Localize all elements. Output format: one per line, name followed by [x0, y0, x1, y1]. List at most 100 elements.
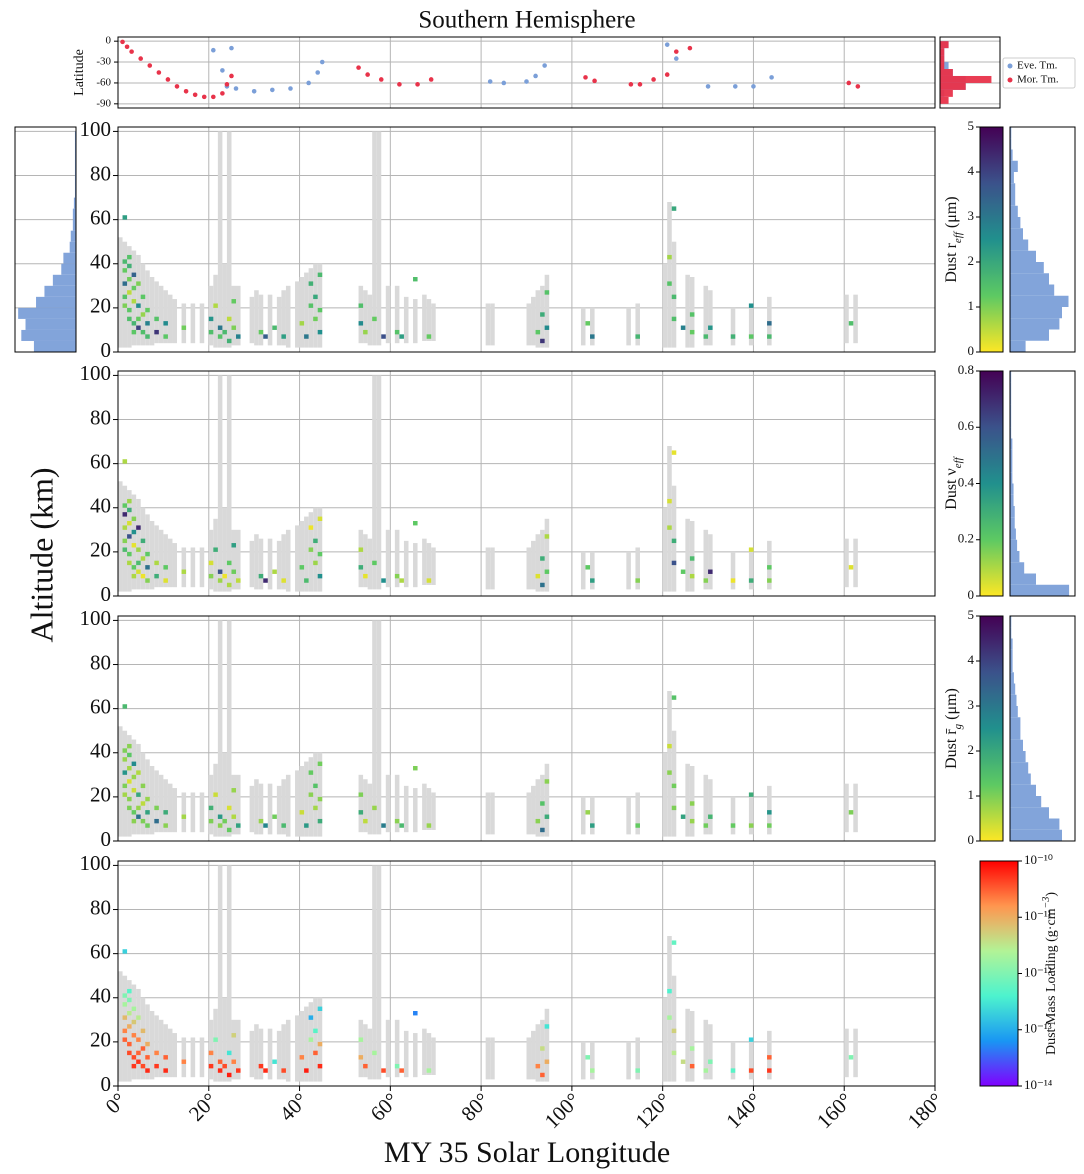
colorbar-tick-label: 2: [968, 742, 975, 757]
coverage-column: [667, 936, 672, 1082]
coverage-column: [853, 783, 858, 833]
label-part: Dust r̄: [943, 728, 960, 769]
scatter-point: [233, 86, 239, 91]
coverage-column: [222, 507, 227, 592]
coverage-column: [317, 507, 323, 592]
heatmap-cell: [317, 818, 323, 824]
coverage-column: [285, 774, 291, 837]
heatmap-cell: [317, 573, 323, 579]
coverage-column: [149, 1011, 155, 1080]
heatmap-cell: [317, 307, 323, 313]
coverage-column: [358, 774, 364, 833]
heatmap-cell: [590, 823, 595, 828]
scatter-point: [533, 73, 538, 79]
y-tick-label: 0: [101, 827, 112, 851]
heatmap-cell: [585, 1055, 591, 1060]
heatmap-cell: [703, 823, 709, 828]
y-tick-label: 20: [90, 538, 111, 562]
histogram-bar: [1010, 829, 1062, 841]
coverage-column: [226, 865, 232, 1082]
heatmap-cell: [544, 290, 550, 295]
coverage-column: [140, 752, 146, 835]
coverage-column: [385, 285, 391, 344]
coverage-column: [844, 294, 849, 344]
heatmap-cell: [140, 312, 146, 317]
heatmap-cell: [140, 1063, 146, 1069]
coverage-column: [127, 735, 132, 837]
heatmap-cell: [136, 281, 141, 286]
heatmap-cell: [667, 1015, 672, 1020]
heatmap-cell: [748, 334, 754, 339]
heatmap-cell: [236, 823, 241, 828]
heatmap-cell: [136, 770, 141, 775]
coverage-column: [626, 1041, 631, 1080]
coverage-column: [667, 446, 672, 592]
heatmap-cell: [413, 1011, 418, 1016]
axes-frame: [1009, 615, 1076, 842]
axes-frame: [939, 36, 1001, 109]
histogram-bar: [1010, 239, 1029, 251]
coverage-column: [281, 1024, 286, 1080]
heatmap-cell: [122, 215, 128, 220]
heatmap-cell: [313, 294, 318, 300]
coverage-column: [431, 303, 436, 341]
colorbar-tick-label: 2: [968, 253, 975, 268]
x-tick-label: 80°: [456, 1088, 494, 1126]
coverage-column: [181, 303, 187, 344]
y-tick-label: 20: [90, 783, 111, 807]
heatmap-cell: [540, 312, 545, 317]
coverage-column: [127, 246, 132, 348]
heatmap-cell: [208, 1063, 214, 1069]
scatter-point: [229, 73, 234, 79]
histogram-bar: [74, 186, 76, 198]
heatmap-cell: [163, 823, 168, 828]
coverage-column: [136, 988, 141, 1080]
coverage-column: [149, 277, 155, 346]
heatmap-cell: [535, 573, 541, 579]
heatmap-cell: [145, 578, 150, 583]
heatmap-cell: [689, 556, 695, 561]
histogram-bar: [940, 75, 992, 83]
coverage-column: [422, 783, 427, 830]
coverage-column: [236, 285, 241, 346]
coverage-column: [172, 543, 178, 588]
heatmap-cell: [122, 268, 128, 273]
histogram-bar: [1010, 127, 1012, 139]
legend-label: Eve. Tm.: [1017, 60, 1058, 72]
coverage-column: [190, 792, 196, 833]
coverage-column: [208, 285, 214, 346]
heatmap-cell: [689, 801, 695, 806]
histogram-bar: [1010, 672, 1014, 684]
coverage-column: [413, 788, 418, 833]
histogram-bar: [1010, 284, 1055, 296]
histogram-bar: [1010, 250, 1036, 262]
scatter-point: [705, 84, 711, 89]
coverage-column: [136, 743, 141, 835]
histogram-bar: [1010, 739, 1023, 751]
heatmap-cell: [540, 338, 545, 344]
y-tick-label: 80: [90, 161, 111, 185]
coverage-column: [626, 307, 631, 346]
coverage-column: [304, 272, 309, 348]
heatmap-cell: [213, 792, 218, 797]
heatmap-cell: [258, 1063, 264, 1069]
heatmap-cell: [680, 814, 686, 819]
heatmap-cell: [667, 988, 672, 994]
heatmap-cell: [226, 338, 232, 344]
heatmap-cell: [308, 1015, 314, 1020]
coverage-column: [526, 792, 532, 835]
heatmap-cell: [667, 770, 672, 775]
histogram-bar: [1010, 661, 1013, 673]
scatter-point: [174, 84, 180, 89]
heatmap-cell: [140, 818, 146, 824]
heatmap-cell: [635, 823, 640, 828]
scatter-point: [288, 86, 293, 91]
heatmap-cell: [667, 743, 672, 749]
heatmap-cell: [231, 569, 237, 574]
histogram-bar: [1010, 539, 1018, 551]
heatmap-cell: [381, 578, 386, 583]
coverage-column: [426, 299, 432, 341]
label-part: g: [952, 723, 964, 729]
coverage-column: [295, 281, 300, 348]
colorbar-tick-label: 0: [968, 343, 975, 358]
